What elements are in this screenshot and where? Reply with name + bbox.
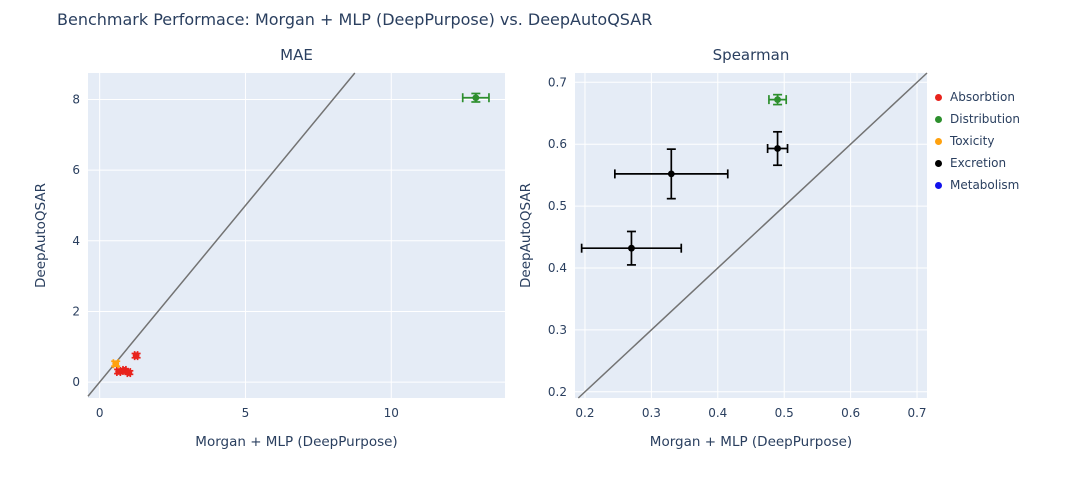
data-point[interactable] <box>774 145 781 152</box>
x-tick-label: 0.5 <box>775 406 794 420</box>
legend-item-absorbtion[interactable]: Absorbtion <box>935 90 1075 104</box>
legend-marker-icon <box>935 181 942 189</box>
legend-item-excretion[interactable]: Excretion <box>935 156 1075 170</box>
y-tick-label: 0 <box>72 375 80 389</box>
x-tick-label: 0.7 <box>907 406 926 420</box>
y-tick-label: 0.2 <box>548 385 567 399</box>
x-tick-label: 10 <box>384 406 399 420</box>
legend: Absorbtion Distribution Toxicity Excretion M… <box>935 90 1075 200</box>
data-point[interactable] <box>667 170 675 178</box>
legend-item-distribution[interactable]: Distribution <box>935 112 1075 126</box>
y-tick-label: 0.7 <box>548 75 567 89</box>
plot-area[interactable] <box>88 73 505 398</box>
legend-item-label: Toxicity <box>950 134 995 148</box>
page-title: Benchmark Performace: Morgan + MLP (Deep… <box>57 10 653 29</box>
x-tick-label: 0.4 <box>708 406 727 420</box>
y-tick-label: 0.6 <box>548 137 567 151</box>
chart-title: Spearman <box>713 46 790 64</box>
legend-item-label: Distribution <box>950 112 1021 126</box>
data-point[interactable] <box>472 94 480 102</box>
legend-marker-icon <box>935 137 942 145</box>
data-point[interactable] <box>628 244 635 252</box>
mae-scatter-chart[interactable]: 0 5 10 0 2 4 6 8 MAE Morgan + MLP (DeepPurpose) De… <box>30 40 515 470</box>
identity-line <box>87 72 356 397</box>
y-tick-label: 0.4 <box>548 261 567 275</box>
x-tick-label: 0 <box>96 406 104 420</box>
legend-item-toxicity[interactable]: Toxicity <box>935 134 1075 148</box>
charts-row: 0 5 10 0 2 4 6 8 MAE Morgan + MLP (DeepPurpose) De… <box>30 40 1075 470</box>
data-point[interactable] <box>115 368 123 375</box>
legend-item-label: Excretion <box>950 156 1007 170</box>
spearman-scatter-chart[interactable]: 0.2 0.3 0.4 0.5 0.6 0.7 0.2 0.3 0.4 0.5 0.6 0.7 Spea… <box>515 40 935 470</box>
x-tick-label: 0.2 <box>575 406 594 420</box>
legend-marker-icon <box>935 115 942 123</box>
y-axis-label: DeepAutoQSAR <box>33 183 49 288</box>
y-tick-label: 4 <box>72 234 80 248</box>
identity-line <box>577 72 928 399</box>
data-point[interactable] <box>125 369 133 376</box>
legend-item-metabolism[interactable]: Metabolism <box>935 178 1075 192</box>
legend-marker-icon <box>935 93 942 101</box>
y-tick-label: 2 <box>72 304 80 318</box>
y-tick-label: 0.3 <box>548 323 567 337</box>
y-tick-label: 8 <box>72 92 80 106</box>
legend-item-label: Metabolism <box>950 178 1020 192</box>
y-axis-label: DeepAutoQSAR <box>518 183 534 288</box>
data-point[interactable] <box>132 352 140 360</box>
data-point[interactable] <box>112 360 120 368</box>
legend-marker-icon <box>935 159 942 167</box>
data-point[interactable] <box>774 96 781 104</box>
x-axis-label: Morgan + MLP (DeepPurpose) <box>650 434 852 450</box>
chart-title: MAE <box>280 46 313 64</box>
x-axis-label: Morgan + MLP (DeepPurpose) <box>195 434 397 450</box>
x-tick-label: 0.6 <box>841 406 860 420</box>
x-tick-label: 0.3 <box>642 406 661 420</box>
y-tick-label: 0.5 <box>548 199 567 213</box>
legend-item-label: Absorbtion <box>950 90 1015 104</box>
x-tick-label: 5 <box>242 406 250 420</box>
y-tick-label: 6 <box>72 163 80 177</box>
